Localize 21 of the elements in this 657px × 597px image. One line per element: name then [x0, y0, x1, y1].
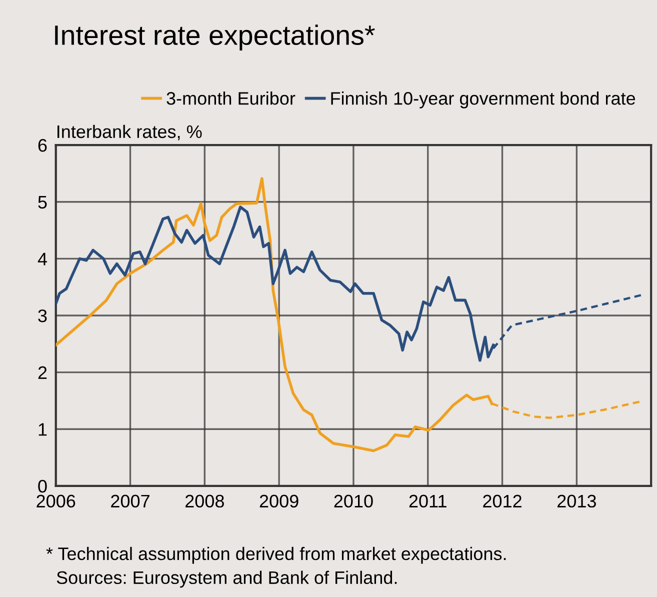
y-tick-label: 1	[38, 423, 47, 436]
y-tick-label: 0	[38, 480, 47, 493]
x-tick-label: 2010	[334, 494, 373, 508]
text: * Technical assumption derived from market expectations.	[46, 546, 506, 564]
x-tick-label: 2009	[260, 494, 298, 508]
chart-title: Interest rate expectations*	[55, 24, 375, 51]
x-tick-label: 2006	[36, 494, 76, 508]
y-axis-title: Interbank rates, %	[58, 124, 202, 140]
y-tick-label: 5	[38, 196, 47, 209]
x-tick-label: 2011	[409, 494, 446, 508]
x-tick-label: 2008	[185, 494, 224, 508]
x-tick-label: 2012	[483, 494, 522, 508]
y-tick-label: 6	[38, 139, 47, 152]
x-tick-label: 2013	[558, 494, 596, 508]
y-tick-label: 4	[38, 252, 47, 266]
y-tick-label: 2	[38, 366, 47, 379]
legend-label: Finnish 10-year government bond rate	[331, 92, 636, 108]
text: Sources: Eurosystem and Bank of Finland.	[56, 570, 397, 588]
y-tick-label: 3	[38, 309, 47, 322]
x-tick-label: 2007	[111, 494, 150, 508]
legend-label: 3-month Euribor	[166, 92, 296, 105]
